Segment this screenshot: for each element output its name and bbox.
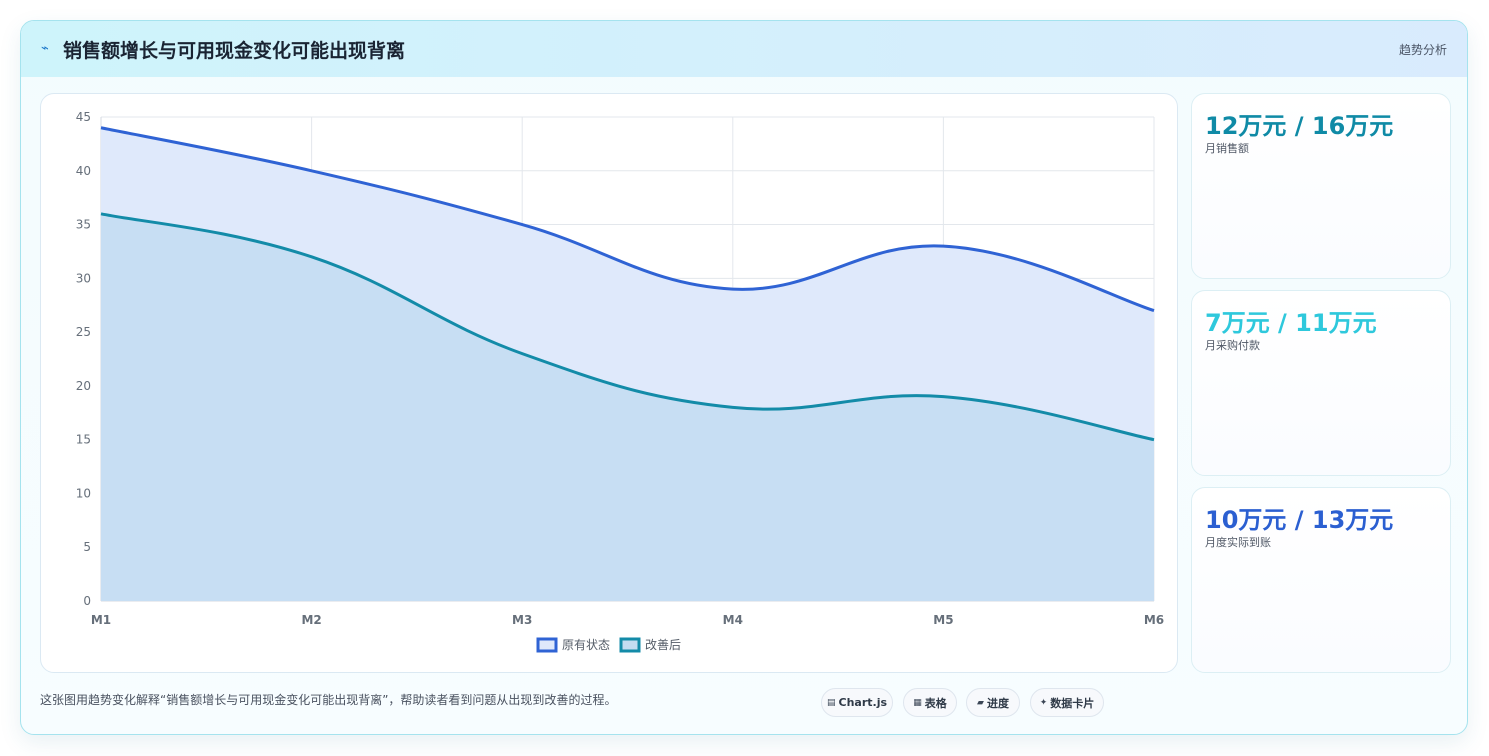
chart-description: 这张图用趋势变化解释“销售额增长与可用现金变化可能出现背离”，帮助读者看到问题从… — [40, 693, 617, 707]
stat-label: 月采购付款 — [1205, 339, 1260, 352]
chart-lines — [100, 126, 1155, 442]
chart-icon: ▤ — [826, 697, 836, 708]
stat-label: 月度实际到账 — [1205, 536, 1271, 549]
area-chart: 0 5 10 15 20 25 30 35 40 45 M1 M2 M3 M4 M5 M6 原有状态 改善后 — [76, 110, 1164, 653]
dashboard-card: ⌁ 销售额增长与可用现金变化可能出现背离 趋势分析 0 5 10 15 20 25 30 35… — [20, 20, 1468, 735]
x-tick-label: M5 — [933, 613, 953, 627]
x-tick-label: M6 — [1144, 613, 1164, 627]
y-tick-label: 45 — [76, 110, 91, 124]
stat-label: 月销售额 — [1205, 142, 1249, 155]
legend-label: 改善后 — [645, 637, 681, 652]
chip-progress[interactable]: ▰ 进度 — [966, 688, 1020, 717]
y-tick-label: 35 — [76, 218, 91, 232]
chart-legend: 原有状态 改善后 — [536, 637, 681, 653]
stat-card-sales: 12万元 / 16万元 月销售额 — [1191, 93, 1451, 279]
chart-panel: 0 5 10 15 20 25 30 35 40 45 M1 M2 M3 M4 M5 M6 原有状态 改善后 — [40, 93, 1178, 673]
y-tick-label: 10 — [76, 486, 91, 500]
card-header: ⌁ 销售额增长与可用现金变化可能出现背离 趋势分析 — [21, 21, 1467, 77]
chip-data-cards[interactable]: ✦ 数据卡片 — [1030, 688, 1104, 717]
x-axis-ticks: M1 M2 M3 M4 M5 M6 — [91, 613, 1164, 627]
y-tick-label: 20 — [76, 379, 91, 393]
series-line — [100, 212, 1155, 442]
stat-card-receipts: 10万元 / 13万元 月度实际到账 — [1191, 487, 1451, 673]
table-icon: ▦ — [913, 697, 922, 708]
y-tick-label: 30 — [76, 271, 91, 285]
chip-table[interactable]: ▦ 表格 — [903, 688, 957, 717]
x-tick-label: M3 — [512, 613, 532, 627]
page-title: 销售额增长与可用现金变化可能出现背离 — [63, 40, 406, 62]
y-axis-ticks: 0 5 10 15 20 25 30 35 40 45 — [76, 110, 91, 608]
trend-icon: ⌁ — [41, 41, 49, 56]
y-tick-label: 40 — [76, 164, 91, 178]
legend-label: 原有状态 — [562, 638, 610, 652]
stat-value: 12万元 / 16万元 — [1205, 112, 1394, 140]
progress-icon: ▰ — [977, 697, 984, 708]
chip-chartjs[interactable]: ▤ Chart.js — [821, 688, 893, 717]
category-tag: 趋势分析 — [1398, 43, 1447, 57]
y-tick-label: 5 — [83, 540, 91, 554]
x-tick-label: M2 — [301, 613, 321, 627]
chart-areas — [101, 127, 1154, 602]
stat-value: 10万元 / 13万元 — [1205, 506, 1394, 534]
series-line — [100, 126, 1155, 313]
legend-swatch — [536, 637, 558, 653]
stat-value: 7万元 / 11万元 — [1205, 309, 1377, 337]
sparkle-icon: ✦ — [1039, 697, 1048, 708]
y-tick-label: 25 — [76, 325, 91, 339]
x-tick-label: M4 — [723, 613, 743, 627]
stat-card-payments: 7万元 / 11万元 月采购付款 — [1191, 290, 1451, 476]
legend-swatch — [619, 637, 641, 653]
y-tick-label: 0 — [83, 594, 91, 608]
y-tick-label: 15 — [76, 433, 91, 447]
series-area — [101, 213, 1154, 602]
x-tick-label: M1 — [91, 613, 111, 627]
